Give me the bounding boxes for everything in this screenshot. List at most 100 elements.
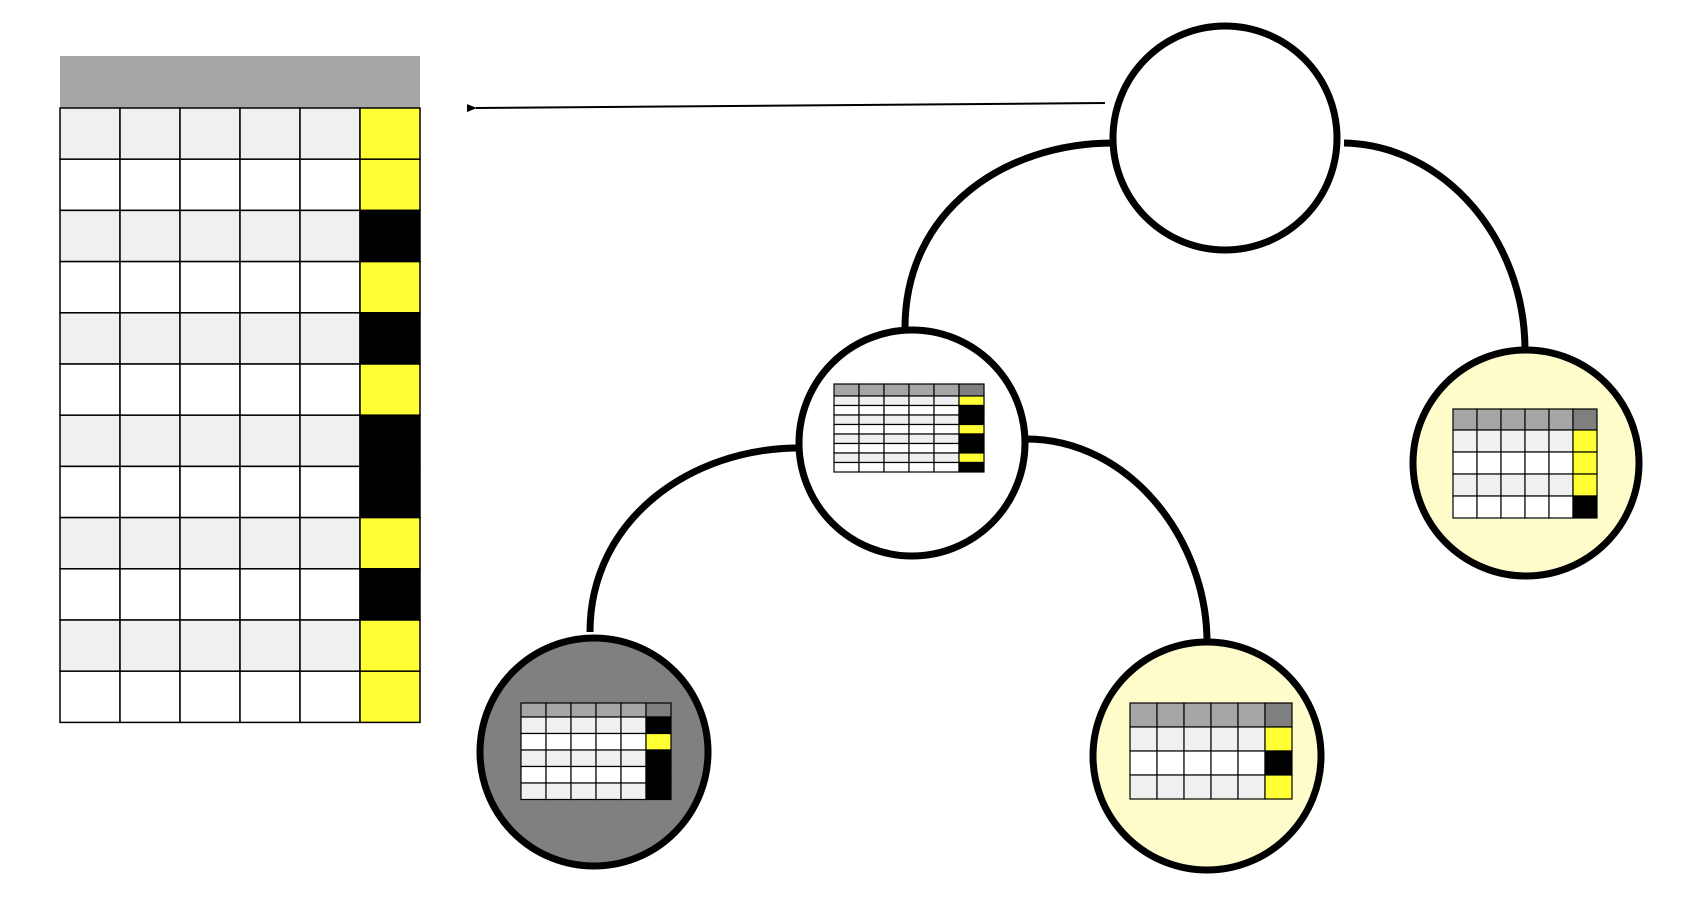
feature-cell — [299, 619, 361, 672]
feature-cell — [1548, 451, 1574, 475]
header-cell — [1476, 408, 1502, 431]
feature-cell — [119, 260, 181, 314]
header-cell — [883, 383, 910, 397]
feature-cell — [179, 209, 241, 263]
feature-cell — [179, 158, 241, 212]
feature-cell — [833, 433, 860, 445]
feature-cell — [595, 716, 622, 735]
feature-cell — [908, 452, 935, 464]
feature-cell — [239, 619, 301, 672]
feature-cell — [933, 433, 960, 445]
header-cell — [1524, 408, 1550, 431]
table-row — [833, 433, 985, 445]
header-cell — [1548, 408, 1574, 431]
feature-cell — [833, 461, 860, 473]
feature-cell — [299, 670, 361, 724]
feature-cell — [620, 782, 647, 801]
feature-cell — [595, 732, 622, 751]
feature-cell — [933, 442, 960, 454]
feature-cell — [1452, 473, 1478, 497]
header-cell — [1500, 408, 1526, 431]
feature-cell — [299, 158, 361, 212]
feature-cell — [179, 568, 241, 621]
feature-cell — [1129, 750, 1158, 776]
header-cell — [958, 383, 985, 397]
feature-cell — [595, 749, 622, 768]
feature-cell — [119, 516, 181, 570]
feature-cell — [1156, 726, 1185, 752]
feature-cell — [1452, 429, 1478, 453]
feature-cell — [858, 423, 885, 435]
feature-cell — [545, 716, 572, 735]
feature-cell — [179, 260, 241, 314]
feature-cell — [520, 765, 547, 784]
label-cell-no — [958, 433, 985, 445]
feature-cell — [1210, 750, 1239, 776]
feature-cell — [570, 765, 597, 784]
feature-cell — [1500, 429, 1526, 453]
table-row — [59, 158, 421, 212]
pointer-arrow — [466, 102, 1106, 113]
node-root — [1109, 22, 1341, 254]
feature-cell — [1476, 451, 1502, 475]
header-cell — [595, 702, 622, 718]
table-row — [833, 442, 985, 454]
edge-root-to-internal — [901, 139, 1114, 329]
feature-cell — [833, 404, 860, 416]
label-cell-no — [645, 765, 672, 784]
feature-cell — [59, 312, 121, 365]
table-row — [520, 749, 672, 768]
feature-cell — [858, 414, 885, 426]
feature-cell — [833, 452, 860, 464]
feature-cell — [1183, 726, 1212, 752]
tree-nodes — [476, 22, 1643, 874]
feature-cell — [545, 765, 572, 784]
feature-cell — [299, 414, 361, 468]
feature-cell — [239, 363, 301, 416]
tree-edges — [586, 139, 1529, 643]
feature-cell — [833, 395, 860, 407]
feature-cell — [933, 452, 960, 464]
label-cell-no — [645, 782, 672, 801]
table-row — [833, 404, 985, 416]
header-cell — [833, 383, 860, 397]
feature-cell — [933, 414, 960, 426]
feature-cell — [1183, 774, 1212, 800]
feature-cell — [908, 404, 935, 416]
feature-cell — [858, 442, 885, 454]
feature-cell — [620, 765, 647, 784]
feature-cell — [1500, 495, 1526, 519]
feature-cell — [545, 749, 572, 768]
feature-cell — [908, 423, 935, 435]
feature-cell — [883, 452, 910, 464]
header-cell — [1452, 408, 1478, 431]
feature-cell — [299, 516, 361, 570]
table-row — [833, 423, 985, 435]
label-cell-yes — [359, 670, 421, 724]
feature-cell — [545, 782, 572, 801]
feature-cell — [299, 260, 361, 314]
feature-cell — [833, 442, 860, 454]
table-row — [59, 619, 421, 672]
table-row — [59, 363, 421, 416]
table-row — [59, 414, 421, 468]
feature-cell — [299, 363, 361, 416]
feature-cell — [883, 404, 910, 416]
label-cell-yes — [645, 732, 672, 751]
feature-cell — [59, 670, 121, 724]
feature-cell — [119, 414, 181, 468]
table-row — [1452, 473, 1598, 497]
dataset-table-body — [59, 107, 421, 724]
feature-cell — [119, 363, 181, 416]
header-cell — [933, 383, 960, 397]
feature-cell — [570, 749, 597, 768]
feature-cell — [520, 732, 547, 751]
feature-cell — [59, 568, 121, 621]
node-table — [833, 383, 985, 473]
label-cell-yes — [359, 619, 421, 672]
feature-cell — [595, 782, 622, 801]
table-row — [59, 209, 421, 263]
table-row — [520, 782, 672, 801]
node-leaf-right — [1409, 346, 1643, 580]
